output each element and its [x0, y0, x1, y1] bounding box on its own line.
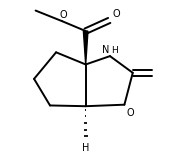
Text: O: O — [127, 108, 134, 119]
Text: H: H — [82, 143, 89, 153]
Polygon shape — [83, 31, 88, 64]
Text: O: O — [112, 9, 120, 19]
Text: O: O — [59, 10, 67, 20]
Text: H: H — [112, 46, 118, 55]
Text: N: N — [102, 45, 109, 55]
